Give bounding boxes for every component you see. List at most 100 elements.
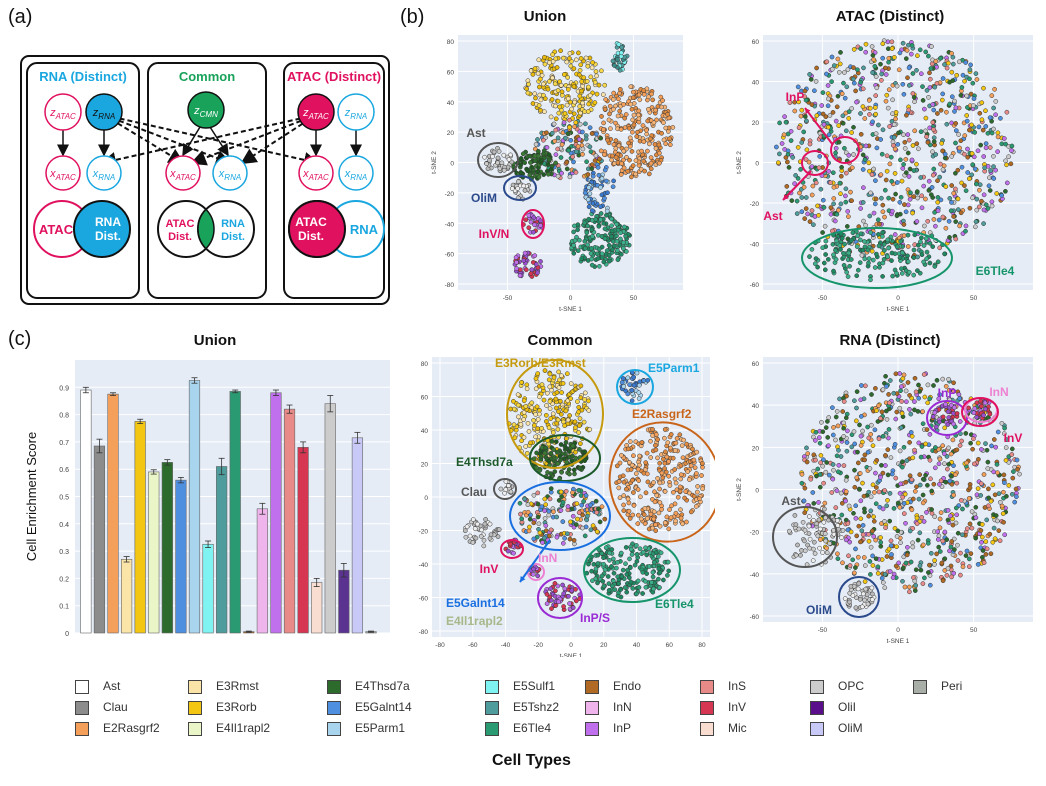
bar-InN [256, 508, 268, 634]
scatter-point [863, 586, 869, 592]
scatter-point [617, 495, 623, 501]
scatter-point [522, 496, 527, 502]
scatter-point [630, 477, 635, 483]
scatter-point [640, 549, 646, 555]
y-tick-label: 20 [421, 462, 429, 469]
scatter-point [876, 436, 882, 442]
scatter-point [905, 259, 911, 264]
scatter-point [866, 97, 872, 103]
scatter-point [547, 384, 553, 390]
scatter-point [963, 223, 969, 229]
scatter-point [542, 450, 548, 456]
scatter-point [613, 154, 619, 160]
legend-swatch [700, 722, 714, 736]
annotation-e4thsd7a: E4Thsd7a [456, 455, 513, 469]
y-tick-label: 40 [752, 80, 760, 87]
scatter-point [571, 159, 576, 165]
panel-label-b: (b) [400, 6, 425, 28]
scatter-point [673, 448, 678, 453]
scatter-point [983, 124, 989, 129]
scatter-point [987, 145, 993, 150]
scatter-point [967, 521, 973, 527]
scatter-point [899, 410, 905, 416]
y-tick-label: 60 [752, 39, 760, 46]
scatter-point [618, 127, 624, 132]
scatter-point [944, 109, 949, 115]
scatter-point [836, 139, 842, 145]
annotation-ast: Ast [763, 209, 782, 223]
scatter-point [977, 110, 983, 116]
scatter-point [834, 211, 840, 217]
scatter-point [523, 267, 529, 273]
scatter-point [914, 521, 920, 527]
scatter-point [905, 132, 911, 137]
scatter-point [818, 537, 823, 542]
scatter-point [870, 70, 875, 75]
scatter-point [632, 562, 638, 568]
scatter-point [924, 249, 930, 255]
scatter-point [630, 117, 636, 123]
scatter-point [915, 409, 921, 414]
scatter-point [623, 233, 628, 239]
legend-label: InP [613, 721, 632, 735]
scatter-point [683, 489, 689, 494]
scatter-point [907, 407, 912, 412]
scatter-point [637, 453, 642, 459]
scatter-point [858, 433, 864, 439]
scatter-point [571, 66, 577, 71]
scatter-point [828, 205, 834, 210]
scatter-point [555, 135, 561, 141]
scatter-point [584, 230, 590, 235]
scatter-point [886, 55, 892, 61]
scatter-point [533, 95, 538, 101]
scatter-point [654, 493, 660, 498]
scatter-point [629, 387, 635, 393]
scatter-point [955, 207, 961, 212]
x-rna-node-common: x [218, 168, 225, 180]
scatter-point [893, 416, 899, 422]
scatter-point [840, 560, 845, 566]
scatter-point [1001, 472, 1007, 478]
x-tick-label: 0 [896, 627, 900, 634]
scatter-point [552, 581, 558, 586]
scatter-point [586, 204, 592, 210]
bar-OPC [324, 403, 336, 634]
plot-title-atac-b: ATAC (Distinct) [835, 8, 945, 25]
scatter-point [625, 391, 631, 397]
y-tick-label: 0.5 [59, 495, 69, 502]
scatter-point [945, 517, 951, 523]
scatter-point [547, 496, 553, 502]
scatter-point [554, 514, 560, 520]
scatter-point [885, 497, 890, 503]
scatter-point [890, 273, 895, 279]
scatter-point [848, 257, 854, 262]
scatter-point [653, 522, 658, 528]
x-tick-label: -40 [501, 642, 511, 649]
scatter-point [901, 233, 907, 238]
scatter-point [826, 415, 832, 420]
scatter-point [857, 471, 863, 476]
scatter-point [561, 72, 567, 77]
scatter-point [541, 151, 546, 157]
scatter-point [571, 250, 577, 256]
scatter-point [645, 148, 650, 154]
scatter-point [536, 521, 542, 527]
scatter-point [625, 496, 631, 502]
scatter-point [937, 174, 943, 180]
scatter-point [820, 429, 826, 435]
scatter-point [917, 47, 923, 53]
scatter-point [935, 178, 940, 184]
scatter-point [830, 110, 836, 115]
scatter-point [880, 433, 886, 439]
scatter-point [834, 488, 840, 494]
scatter-point [586, 216, 592, 222]
scatter-point [567, 124, 572, 130]
scatter-point [532, 66, 538, 71]
scatter-point [523, 444, 529, 449]
scatter-point [962, 151, 967, 157]
scatter-point [978, 481, 984, 486]
scatter-point [851, 65, 856, 70]
scatter-point [575, 516, 580, 522]
scatter-point [983, 108, 988, 114]
scatter-point [472, 526, 478, 532]
